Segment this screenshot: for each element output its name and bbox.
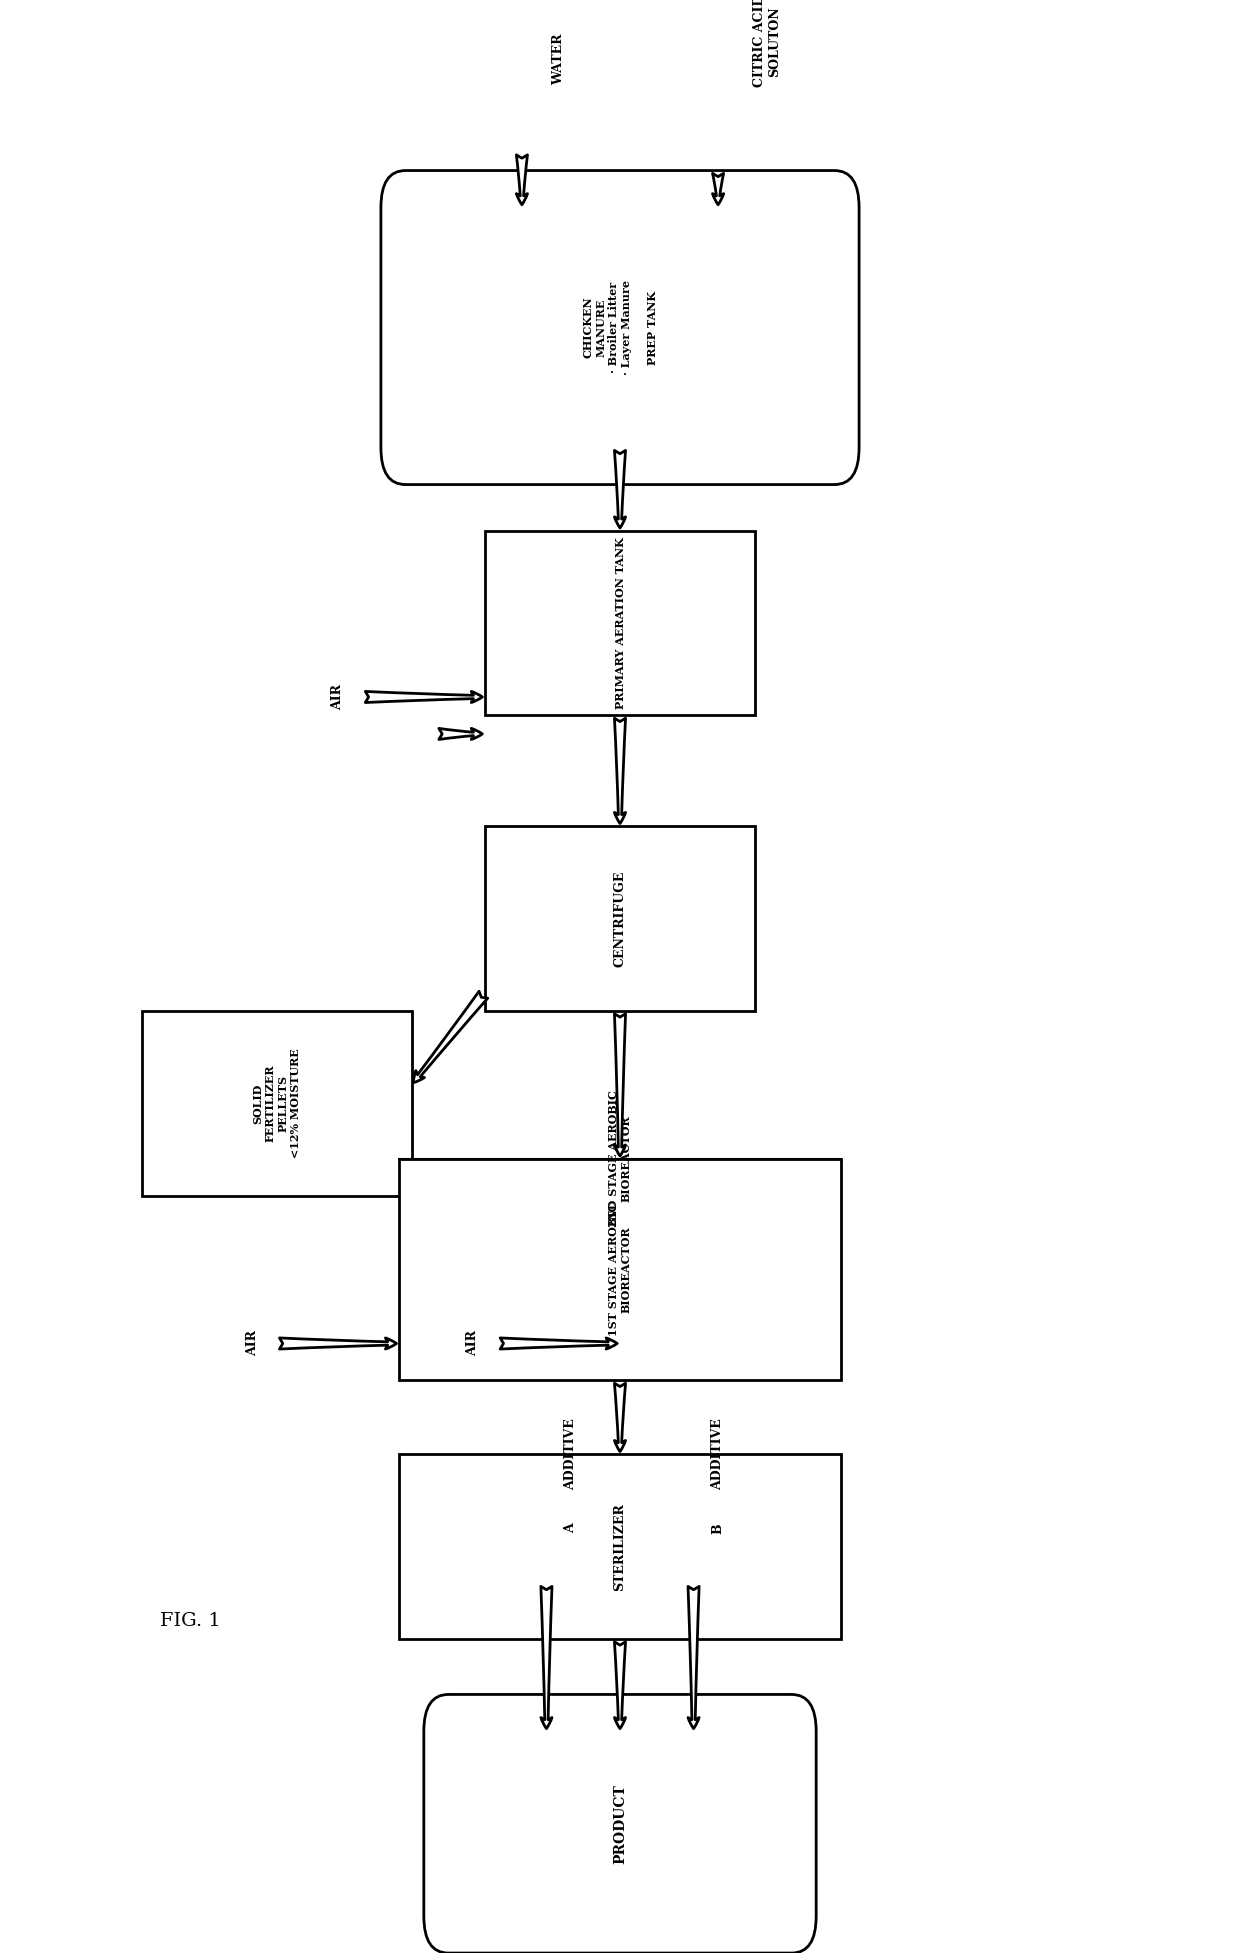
Text: PRIMARY AERATION TANK: PRIMARY AERATION TANK <box>615 537 625 710</box>
Bar <box>485 531 755 715</box>
Bar <box>141 1011 412 1196</box>
FancyBboxPatch shape <box>424 1695 816 1952</box>
Text: CHICKEN
MANURE
· Broiler Litter
· Layer Manure

PREP TANK: CHICKEN MANURE · Broiler Litter · Layer … <box>583 280 657 374</box>
Bar <box>399 1158 841 1380</box>
Text: ADDITIVE: ADDITIVE <box>564 1419 578 1490</box>
Text: CENTRIFUGE: CENTRIFUGE <box>614 870 626 966</box>
Text: 1ST STAGE AEROBIC
BIOREACTOR: 1ST STAGE AEROBIC BIOREACTOR <box>608 1203 632 1337</box>
Text: WATER: WATER <box>552 33 565 86</box>
Text: AIR: AIR <box>331 684 345 710</box>
Bar <box>485 827 755 1011</box>
Text: PRODUCT: PRODUCT <box>613 1784 627 1864</box>
FancyBboxPatch shape <box>381 171 859 484</box>
Text: CITRIC ACID
SOLUTON: CITRIC ACID SOLUTON <box>753 0 781 88</box>
Text: STERILIZER: STERILIZER <box>614 1503 626 1592</box>
Text: FIG. 1: FIG. 1 <box>160 1611 221 1629</box>
Bar <box>399 1454 841 1639</box>
Text: AIR: AIR <box>466 1331 480 1356</box>
Text: 2ND STAGE AEROBIC
BIOREACTOR: 2ND STAGE AEROBIC BIOREACTOR <box>608 1090 632 1227</box>
Text: B: B <box>712 1523 724 1533</box>
Text: AIR: AIR <box>246 1331 259 1356</box>
Text: ADDITIVE: ADDITIVE <box>712 1419 724 1490</box>
Text: A: A <box>564 1523 578 1533</box>
Text: SOLID
FERTILIZER
PELLETS
<12% MOISTURE: SOLID FERTILIZER PELLETS <12% MOISTURE <box>252 1049 301 1158</box>
